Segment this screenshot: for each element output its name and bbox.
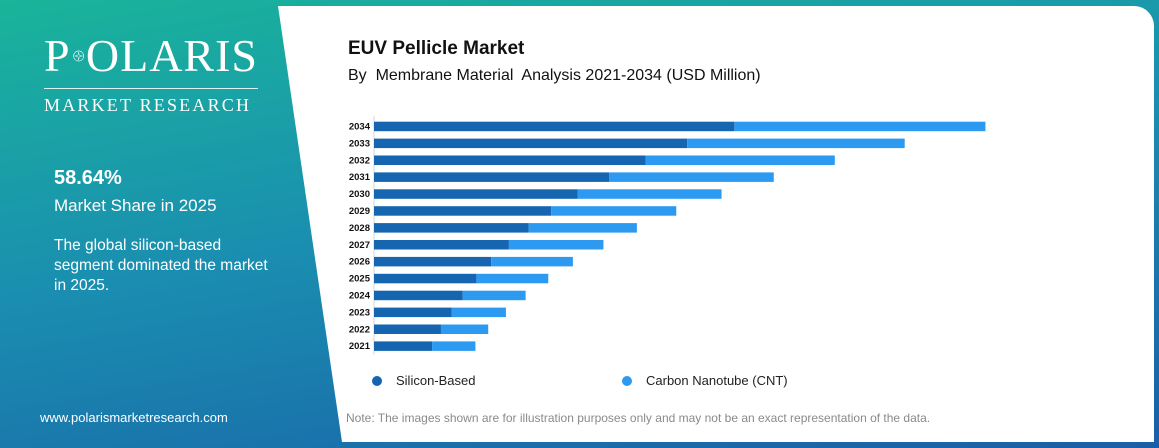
y-tick-label: 2028 — [349, 223, 370, 234]
bar-silicon-2034 — [374, 121, 735, 132]
logo-subtitle: MARKET RESEARCH — [44, 95, 252, 115]
bar-silicon-2033 — [374, 138, 688, 149]
bar-silicon-2032 — [374, 155, 646, 165]
chart-card: EUV Pellicle Market By Membrane Material… — [278, 6, 1154, 442]
logo-name-end: OLARIS — [85, 30, 258, 81]
bar-cnt-2023 — [451, 307, 506, 318]
bar-cnt-2021 — [432, 341, 476, 351]
bar-cnt-2030 — [577, 189, 722, 199]
bar-cnt-2029 — [551, 206, 677, 216]
bar-cnt-2025 — [476, 273, 549, 284]
bar-silicon-2022 — [374, 324, 441, 334]
market-share-value: 58.64% — [54, 167, 122, 189]
y-tick-label: 2025 — [349, 274, 371, 285]
bar-cnt-2034 — [734, 121, 986, 132]
legend-label-silicon: Silicon-Based — [396, 373, 476, 388]
bar-silicon-2027 — [374, 240, 509, 250]
bar-cnt-2024 — [462, 290, 526, 301]
legend-dot-cnt — [622, 375, 632, 386]
bar-cnt-2027 — [508, 240, 604, 250]
y-tick-label: 2024 — [349, 290, 371, 301]
legend-item-silicon: Silicon-Based — [372, 373, 476, 388]
logo: P OLARIS MARKET RESEARCH — [44, 32, 258, 116]
legend-item-cnt: Carbon Nanotube (CNT) — [622, 373, 788, 388]
y-tick-label: 2032 — [349, 155, 370, 166]
bar-silicon-2021 — [374, 341, 433, 351]
bar-silicon-2024 — [374, 290, 463, 301]
bar-cnt-2033 — [687, 138, 905, 149]
bar-cnt-2028 — [528, 223, 637, 233]
legend-label-cnt: Carbon Nanotube (CNT) — [646, 373, 788, 388]
logo-name: P OLARIS — [44, 32, 258, 80]
logo-name-start: P — [44, 30, 71, 81]
legend-dot-silicon — [372, 375, 382, 386]
market-share-label: Market Share in 2025 — [54, 196, 217, 215]
bar-silicon-2030 — [374, 189, 578, 199]
bar-cnt-2022 — [440, 324, 489, 334]
logo-divider — [44, 88, 258, 89]
y-tick-label: 2030 — [349, 189, 370, 200]
bar-cnt-2032 — [645, 155, 835, 165]
y-tick-label: 2033 — [349, 138, 370, 149]
bar-silicon-2029 — [374, 206, 552, 216]
left-panel: P OLARIS MARKET RESEARCH 58.64% Market S… — [0, 0, 300, 448]
y-tick-label: 2031 — [349, 172, 371, 183]
disclaimer-note: Note: The images shown are for illustrat… — [346, 411, 931, 425]
bar-silicon-2023 — [374, 307, 452, 318]
bar-cnt-2026 — [491, 256, 573, 267]
y-tick-label: 2027 — [349, 240, 370, 251]
y-tick-label: 2022 — [349, 324, 370, 335]
website-link[interactable]: www.polarismarketresearch.com — [40, 410, 228, 425]
y-tick-label: 2034 — [349, 121, 371, 132]
y-tick-label: 2021 — [349, 341, 371, 352]
bar-silicon-2026 — [374, 256, 492, 267]
y-tick-label: 2026 — [349, 257, 370, 268]
bar-cnt-2031 — [609, 172, 774, 182]
chart-title: EUV Pellicle Market — [348, 38, 525, 59]
y-tick-label: 2029 — [349, 206, 370, 217]
bar-silicon-2031 — [374, 172, 610, 182]
y-tick-label: 2023 — [349, 307, 370, 318]
bar-chart: 2034 2033 2032 2031 2030 2029 2028 2027 2026 2025… — [349, 116, 986, 355]
market-share-description: The global silicon-based segment dominat… — [54, 237, 268, 294]
bar-silicon-2025 — [374, 273, 477, 284]
chart-subtitle: By Membrane Material Analysis 2021-2034 … — [348, 67, 761, 84]
compass-star-icon — [72, 50, 84, 62]
bar-silicon-2028 — [374, 223, 529, 233]
